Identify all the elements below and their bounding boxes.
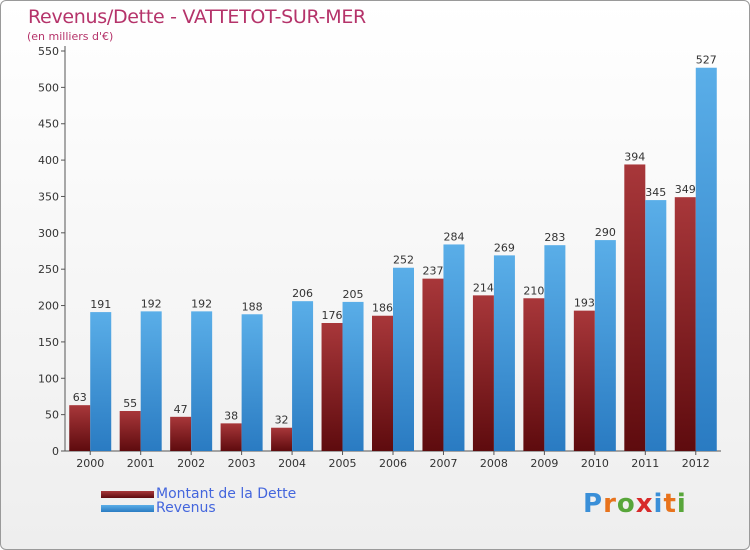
y-tick-label: 350 xyxy=(38,190,59,203)
bar-dette xyxy=(573,310,595,451)
data-label-revenus: 191 xyxy=(90,298,111,311)
proxiti-logo: Proxiti xyxy=(583,489,687,519)
logo-letter: r xyxy=(603,489,617,519)
data-label-dette: 186 xyxy=(372,302,393,315)
bar-revenus xyxy=(544,245,566,451)
y-tick-label: 300 xyxy=(38,227,59,240)
logo-letter: x xyxy=(635,489,654,519)
bar-revenus xyxy=(594,240,616,451)
bar-revenus xyxy=(645,200,667,451)
data-label-revenus: 284 xyxy=(443,230,464,243)
bar-revenus xyxy=(393,267,414,451)
bars xyxy=(69,67,717,452)
y-tick-label: 400 xyxy=(38,154,59,167)
data-label-revenus: 192 xyxy=(191,297,212,310)
bar-revenus xyxy=(493,255,515,451)
data-label-revenus: 527 xyxy=(696,54,717,67)
bar-dette xyxy=(271,427,293,451)
x-tick-label: 2004 xyxy=(278,457,306,470)
data-label-revenus: 269 xyxy=(494,241,515,254)
bar-dette xyxy=(523,298,545,451)
bar-dette xyxy=(372,315,393,451)
data-label-dette: 38 xyxy=(224,409,238,422)
y-tick-label: 50 xyxy=(45,409,59,422)
data-label-dette: 214 xyxy=(473,281,494,294)
y-tick-label: 150 xyxy=(38,336,59,349)
bar-revenus xyxy=(443,244,465,451)
data-label-revenus: 188 xyxy=(242,300,263,313)
x-tick-label: 2001 xyxy=(127,457,155,470)
y-tick-label: 0 xyxy=(52,445,59,458)
bar-revenus xyxy=(292,301,314,451)
legend-item-revenus: Revenus xyxy=(101,500,216,516)
x-tick-label: 2005 xyxy=(329,457,357,470)
data-label-revenus: 205 xyxy=(343,288,364,301)
bar-revenus xyxy=(191,311,213,451)
bar-dette xyxy=(69,405,91,451)
data-label-revenus: 345 xyxy=(645,186,666,199)
chart-subtitle: (en milliers d'€) xyxy=(27,30,114,43)
data-label-dette: 349 xyxy=(675,183,696,196)
bar-revenus xyxy=(140,311,162,451)
logo-letter: o xyxy=(616,489,636,519)
x-tick-label: 2009 xyxy=(530,457,558,470)
y-tick-label: 100 xyxy=(38,372,59,385)
legend-label-revenus: Revenus xyxy=(156,500,216,516)
data-label-revenus: 252 xyxy=(393,254,414,267)
legend-label-dette: Montant de la Dette xyxy=(156,486,297,502)
x-tick-label: 2003 xyxy=(228,457,256,470)
bar-dette xyxy=(422,278,444,451)
data-label-dette: 237 xyxy=(422,265,443,278)
y-tick-label: 500 xyxy=(38,81,59,94)
x-tick-label: 2012 xyxy=(682,457,710,470)
data-label-dette: 55 xyxy=(123,397,137,410)
data-label-revenus: 290 xyxy=(595,226,616,239)
bar-revenus xyxy=(342,301,364,451)
chart-title: Revenus/Dette - VATTETOT-SUR-MER xyxy=(28,6,366,28)
data-label-revenus: 206 xyxy=(292,287,313,300)
logo-letter: i xyxy=(653,489,664,519)
data-label-dette: 176 xyxy=(322,309,343,322)
bar-dette xyxy=(220,423,242,451)
logo-letter: t xyxy=(663,489,677,519)
data-label-revenus: 192 xyxy=(141,297,162,310)
data-label-revenus: 283 xyxy=(544,231,565,244)
x-tick-label: 2006 xyxy=(379,457,407,470)
y-tick-label: 200 xyxy=(38,300,59,313)
bar-dette xyxy=(674,197,696,451)
legend-swatch-revenus xyxy=(101,504,154,512)
bar-dette xyxy=(472,295,494,451)
y-tick-label: 550 xyxy=(38,45,59,58)
data-label-dette: 63 xyxy=(73,391,87,404)
bar-dette xyxy=(119,411,141,451)
x-tick-label: 2007 xyxy=(429,457,457,470)
data-label-dette: 210 xyxy=(523,284,544,297)
data-label-dette: 394 xyxy=(624,150,645,163)
data-label-dette: 47 xyxy=(174,403,188,416)
y-tick-label: 450 xyxy=(38,118,59,131)
y-tick-label: 250 xyxy=(38,263,59,276)
data-label-dette: 32 xyxy=(275,414,289,427)
x-tick-label: 2011 xyxy=(631,457,659,470)
bar-dette xyxy=(624,164,646,452)
legend-swatch-dette xyxy=(101,490,154,498)
bar-revenus xyxy=(90,312,112,451)
bar-revenus xyxy=(695,67,717,452)
x-tick-label: 2008 xyxy=(480,457,508,470)
x-tick-label: 2002 xyxy=(177,457,205,470)
logo-letter: i xyxy=(676,489,687,519)
x-tick-label: 2000 xyxy=(76,457,104,470)
x-tick-label: 2010 xyxy=(581,457,609,470)
bar-revenus xyxy=(241,314,263,451)
logo-letter: P xyxy=(583,489,604,519)
bar-dette xyxy=(321,323,343,451)
bar-dette xyxy=(170,416,192,451)
legend-item-dette: Montant de la Dette xyxy=(101,486,296,502)
data-label-dette: 193 xyxy=(574,297,595,310)
